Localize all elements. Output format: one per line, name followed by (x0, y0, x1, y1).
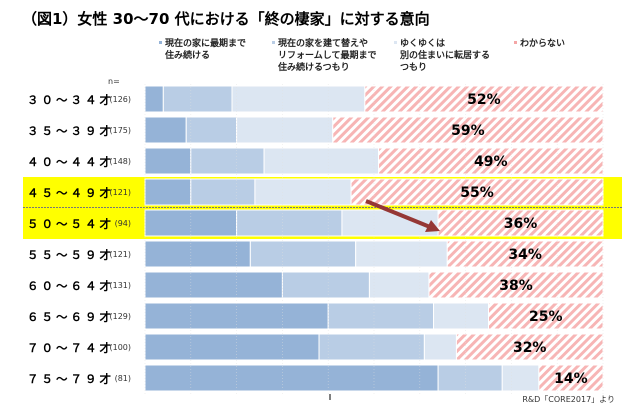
bar-segment-3 (378, 147, 604, 175)
bar-segment-2 (368, 271, 430, 299)
bar-segment-0 (144, 178, 192, 206)
data-label: 55% (460, 185, 494, 201)
arrow-head-icon (425, 220, 440, 232)
arrow-shaft (365, 199, 431, 229)
legend-swatch-0 (159, 41, 162, 44)
n-value: (175) (109, 126, 131, 135)
legend-label: 現在の家に最期まで (165, 37, 246, 49)
bar-segment-3 (446, 240, 604, 268)
legend-label: つもり (400, 62, 427, 73)
bar-segment-3 (455, 333, 604, 361)
bar-segment-1 (185, 116, 238, 144)
bar-segment-0 (144, 240, 251, 268)
data-label: 34% (508, 247, 542, 263)
bar-segment-2 (423, 333, 457, 361)
bar-segment-1 (318, 333, 425, 361)
n-value: (81) (115, 374, 131, 383)
data-label: 32% (513, 340, 547, 356)
bar-segment-0 (144, 85, 164, 113)
data-label: 38% (499, 278, 533, 294)
bar-segment-3 (488, 302, 604, 330)
bar-segment-0 (144, 364, 439, 392)
source-note: R&D「CORE2017」より (522, 395, 615, 404)
data-label: 52% (467, 92, 501, 108)
legend-label: ゆくゆくは (400, 38, 445, 49)
legend-label: 別の住まいに転居する (399, 49, 490, 61)
data-label: 25% (529, 309, 563, 325)
bar-segment-2 (254, 178, 352, 206)
n-value: (131) (109, 281, 131, 290)
bar-segment-1 (190, 147, 265, 175)
n-value: (121) (109, 188, 131, 197)
bar-segment-1 (236, 209, 343, 237)
bar-segment-1 (327, 302, 435, 330)
legend-label: 現在の家を建て替えや (278, 37, 368, 49)
bar-segment-0 (144, 147, 192, 175)
legend-swatch-2 (394, 41, 397, 44)
n-value: (148) (109, 157, 131, 166)
bar-segment-3 (428, 271, 604, 299)
bar-segment-0 (144, 116, 187, 144)
category-label: ６５～６９才 (27, 310, 114, 324)
category-label: ７０～７４才 (27, 341, 114, 355)
category-label: ７５～７９才 (27, 372, 114, 386)
bar-segment-1 (190, 178, 256, 206)
category-label: ３０～３４才 (27, 93, 114, 107)
bar-segment-1 (281, 271, 370, 299)
bar-segment-0 (144, 271, 283, 299)
legend-label: リフォームして最期まで (278, 49, 376, 61)
bar-segment-2 (501, 364, 540, 392)
bar-segment-0 (144, 333, 320, 361)
n-value: (129) (109, 312, 131, 321)
bar-segment-2 (236, 116, 334, 144)
legend-label: 住み続ける (165, 49, 210, 61)
legend-label: わからない (520, 38, 565, 49)
legend-label: 住み続けるつもり (278, 61, 350, 73)
bar-segment-1 (437, 364, 503, 392)
n-label: n= (108, 77, 120, 86)
trend-arrow (365, 199, 440, 232)
bar-segment-2 (433, 302, 490, 330)
n-value: (126) (109, 95, 131, 104)
category-label: ６０～６４才 (27, 279, 114, 293)
data-label: 36% (504, 216, 538, 232)
n-value: (121) (109, 250, 131, 259)
category-label: ４０～４４才 (27, 155, 114, 169)
bar-segment-1 (249, 240, 357, 268)
bar-segment-3 (538, 364, 604, 392)
legend-swatch-3 (514, 41, 517, 44)
category-label: ５５～５９才 (27, 248, 114, 262)
chart-title: （図1）女性 30〜70 代における「終の棲家」に対する意向 (22, 10, 430, 28)
bar-segment-2 (231, 85, 366, 113)
legend-swatch-1 (272, 41, 275, 44)
data-label: 49% (474, 154, 508, 170)
bar-segment-2 (355, 240, 448, 268)
category-label: ３５～３９才 (27, 124, 114, 138)
n-value: (100) (109, 343, 131, 352)
data-label: 14% (554, 371, 588, 387)
bar-segment-3 (332, 116, 604, 144)
data-label: 59% (451, 123, 485, 139)
category-label: ５０～５４才 (27, 217, 114, 231)
bar-segment-3 (364, 85, 604, 113)
bar-segment-1 (162, 85, 233, 113)
n-value: (94) (115, 219, 131, 228)
bar-segment-2 (263, 147, 380, 175)
category-label: ４５～４９才 (27, 186, 114, 200)
